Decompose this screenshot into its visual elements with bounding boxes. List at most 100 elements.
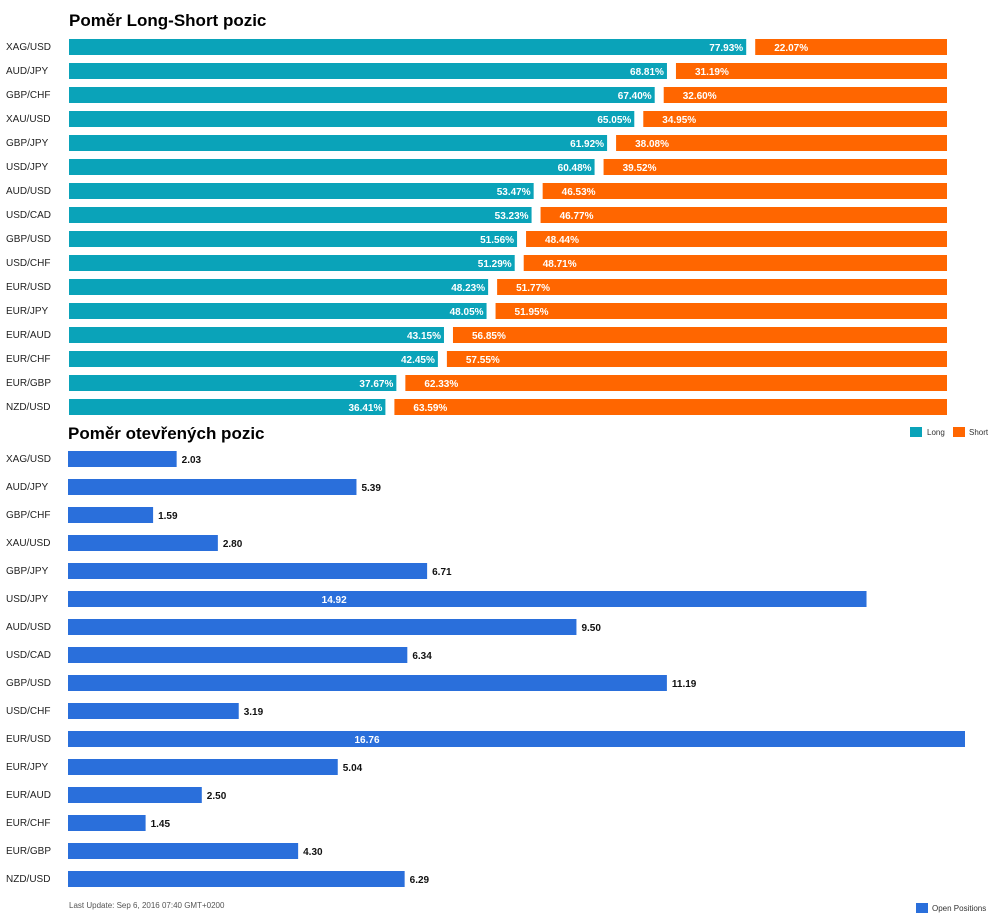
op-category-usd-jpy: USD/JPY [6,594,49,605]
open-positions-chart: XAG/USD 2.03 AUD/JPY 5.39 GBP/CHF 1.59 XAU/USD… [6,451,965,887]
legend-swatch-open [916,903,928,913]
ls-category-nzd-usd: NZD/USD [6,402,50,413]
open-label-gbp-jpy: 6.71 [432,567,452,578]
op-category-gbp-chf: GBP/CHF [6,510,50,521]
long-bar-gbp-usd [69,231,518,247]
open-label-eur-aud: 2.50 [207,791,227,802]
long-label-gbp-usd: 51.56% [480,235,514,246]
short-label-gbp-usd: 48.44% [545,235,579,246]
short-label-eur-chf: 57.55% [466,355,500,366]
ls-category-xau-usd: XAU/USD [6,114,50,125]
long-bar-eur-aud [69,327,444,343]
long-label-usd-chf: 51.29% [478,259,512,270]
open-bar-eur-chf [68,815,146,831]
short-bar-aud-usd [542,183,947,199]
open-label-xag-usd: 2.03 [182,455,202,466]
op-category-eur-aud: EUR/AUD [6,790,51,801]
long-bar-aud-jpy [69,63,667,79]
short-bar-aud-jpy [675,63,947,79]
long-bar-usd-jpy [69,159,595,175]
op-category-usd-cad: USD/CAD [6,650,51,661]
open-bar-aud-usd [68,619,577,635]
short-bar-eur-aud [452,327,947,343]
open-positions-title: Poměr otevřených pozic [68,424,265,443]
open-bar-aud-jpy [68,479,357,495]
op-category-usd-chf: USD/CHF [6,706,50,717]
short-bar-nzd-usd [394,399,947,415]
open-label-aud-usd: 9.50 [581,623,601,634]
short-label-xau-usd: 34.95% [662,115,696,126]
op-category-xau-usd: XAU/USD [6,538,50,549]
short-label-eur-aud: 56.85% [472,331,506,342]
long-label-xau-usd: 65.05% [597,115,631,126]
ls-category-gbp-jpy: GBP/JPY [6,138,49,149]
short-label-aud-usd: 46.53% [562,187,596,198]
op-category-aud-usd: AUD/USD [6,622,51,633]
open-label-eur-chf: 1.45 [151,819,171,830]
short-label-aud-jpy: 31.19% [695,67,729,78]
open-bar-xau-usd [68,535,218,551]
open-label-eur-usd: 16.76 [354,735,379,746]
long-bar-nzd-usd [69,399,386,415]
open-label-nzd-usd: 6.29 [410,875,430,886]
short-bar-eur-chf [446,351,947,367]
open-bar-gbp-jpy [68,563,428,579]
ls-category-eur-usd: EUR/USD [6,282,51,293]
short-bar-eur-jpy [495,303,947,319]
long-bar-eur-jpy [69,303,487,319]
ls-category-xag-usd: XAG/USD [6,42,51,53]
short-label-eur-gbp: 62.33% [424,379,458,390]
op-category-nzd-usd: NZD/USD [6,874,50,885]
open-bar-usd-cad [68,647,408,663]
long-bar-usd-chf [69,255,515,271]
op-category-xag-usd: XAG/USD [6,454,51,465]
open-label-usd-chf: 3.19 [244,707,264,718]
long-bar-xag-usd [69,39,747,55]
ls-category-usd-jpy: USD/JPY [6,162,49,173]
short-bar-xau-usd [643,111,947,127]
short-bar-gbp-usd [526,231,947,247]
open-positions-legend: Open Positions [916,903,986,913]
short-bar-usd-cad [540,207,947,223]
open-bar-eur-aud [68,787,202,803]
open-label-eur-gbp: 4.30 [303,847,323,858]
op-category-gbp-usd: GBP/USD [6,678,51,689]
open-label-usd-jpy: 14.92 [322,595,347,606]
open-bar-gbp-chf [68,507,154,523]
op-category-eur-jpy: EUR/JPY [6,762,49,773]
long-label-eur-aud: 43.15% [407,331,441,342]
legend-swatch-short [953,427,965,437]
open-bar-usd-chf [68,703,239,719]
legend-label-long: Long [927,428,945,437]
short-bar-gbp-chf [663,87,947,103]
ls-category-gbp-chf: GBP/CHF [6,90,50,101]
long-label-nzd-usd: 36.41% [348,403,382,414]
legend-label-open: Open Positions [932,904,986,913]
open-label-gbp-chf: 1.59 [158,511,178,522]
long-short-title: Poměr Long-Short pozic [69,11,266,30]
open-label-xau-usd: 2.80 [223,539,243,550]
long-label-aud-jpy: 68.81% [630,67,664,78]
open-label-usd-cad: 6.34 [412,651,432,662]
long-bar-eur-usd [69,279,489,295]
short-label-eur-usd: 51.77% [516,283,550,294]
long-label-xag-usd: 77.93% [709,43,743,54]
long-label-gbp-jpy: 61.92% [570,139,604,150]
long-label-eur-gbp: 37.67% [359,379,393,390]
short-bar-usd-jpy [603,159,947,175]
op-category-eur-gbp: EUR/GBP [6,846,51,857]
op-category-eur-usd: EUR/USD [6,734,51,745]
open-bar-eur-jpy [68,759,338,775]
short-bar-eur-gbp [405,375,947,391]
long-bar-usd-cad [69,207,532,223]
short-label-xag-usd: 22.07% [774,43,808,54]
long-label-gbp-chf: 67.40% [618,91,652,102]
short-bar-eur-usd [497,279,947,295]
open-bar-nzd-usd [68,871,405,887]
short-label-usd-jpy: 39.52% [623,163,657,174]
long-bar-eur-chf [69,351,438,367]
ls-category-gbp-usd: GBP/USD [6,234,51,245]
long-label-usd-jpy: 60.48% [558,163,592,174]
short-label-nzd-usd: 63.59% [413,403,447,414]
open-bar-xag-usd [68,451,177,467]
